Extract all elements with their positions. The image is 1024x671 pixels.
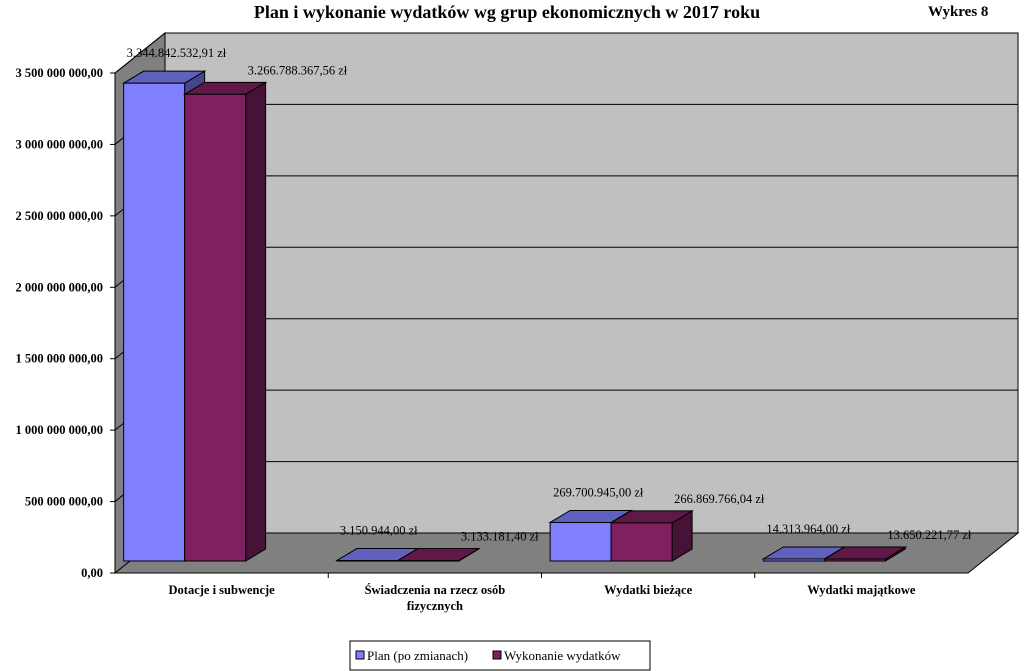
figure-label: Wykres 8: [928, 4, 988, 20]
x-tick-label: Wydatki bieżące: [604, 583, 693, 597]
y-tick-label: 500 000 000,00: [25, 495, 103, 509]
plot-area: 0,00 500 000 000,00 1 000 000 000,00 1 500 …: [16, 31, 1020, 613]
gridline-side: [114, 32, 166, 74]
back-wall: [164, 32, 1019, 534]
bar: [184, 93, 247, 562]
legend-entry: Wykonanie wydatków: [504, 648, 621, 663]
bar: [823, 558, 886, 562]
data-label: 3.150.944,00 zł: [340, 524, 418, 538]
bar: [549, 521, 612, 562]
bar: [336, 560, 399, 562]
legend-swatch: [492, 650, 502, 660]
y-tick-label: 2 000 000 000,00: [16, 280, 104, 294]
y-tick-label: 0,00: [81, 566, 103, 580]
y-tick-label: 3 500 000 000,00: [16, 66, 104, 80]
data-label: 3.344.842.532,91 zł: [127, 46, 227, 60]
data-label: 14.313.964,00 zł: [766, 522, 851, 536]
bar: [123, 82, 186, 562]
data-label: 3.266.788.367,56 zł: [248, 63, 348, 77]
y-tick-label: 1 000 000 000,00: [16, 423, 104, 437]
chart-title: Plan i wykonanie wydatków wg grup ekonom…: [254, 2, 760, 22]
legend-entry: Plan (po zmianach): [367, 648, 468, 663]
x-tick-label: Wydatki majątkowe: [807, 583, 916, 597]
data-label: 3.133.181,40 zł: [461, 530, 539, 544]
legend-swatch: [355, 650, 365, 660]
x-tick-label: Dotacje i subwencje: [169, 583, 276, 597]
legend: Plan (po zmianach) Wykonanie wydatków: [349, 640, 651, 671]
x-tick-label: fizycznych: [407, 599, 463, 613]
bar-side: [245, 81, 267, 562]
y-tick-label: 3 000 000 000,00: [16, 137, 104, 151]
data-label: 269.700.945,00 zł: [553, 485, 644, 499]
y-tick-label: 2 500 000 000,00: [16, 209, 104, 223]
bar: [397, 560, 460, 562]
y-tick-label: 1 500 000 000,00: [16, 352, 104, 366]
data-label: 266.869.766,04 zł: [674, 492, 765, 506]
x-tick-label: Świadczenia na rzecz osób: [365, 583, 506, 597]
data-label: 13.650.221,77 zł: [887, 528, 972, 542]
bar: [762, 558, 825, 562]
bar: [610, 522, 673, 562]
